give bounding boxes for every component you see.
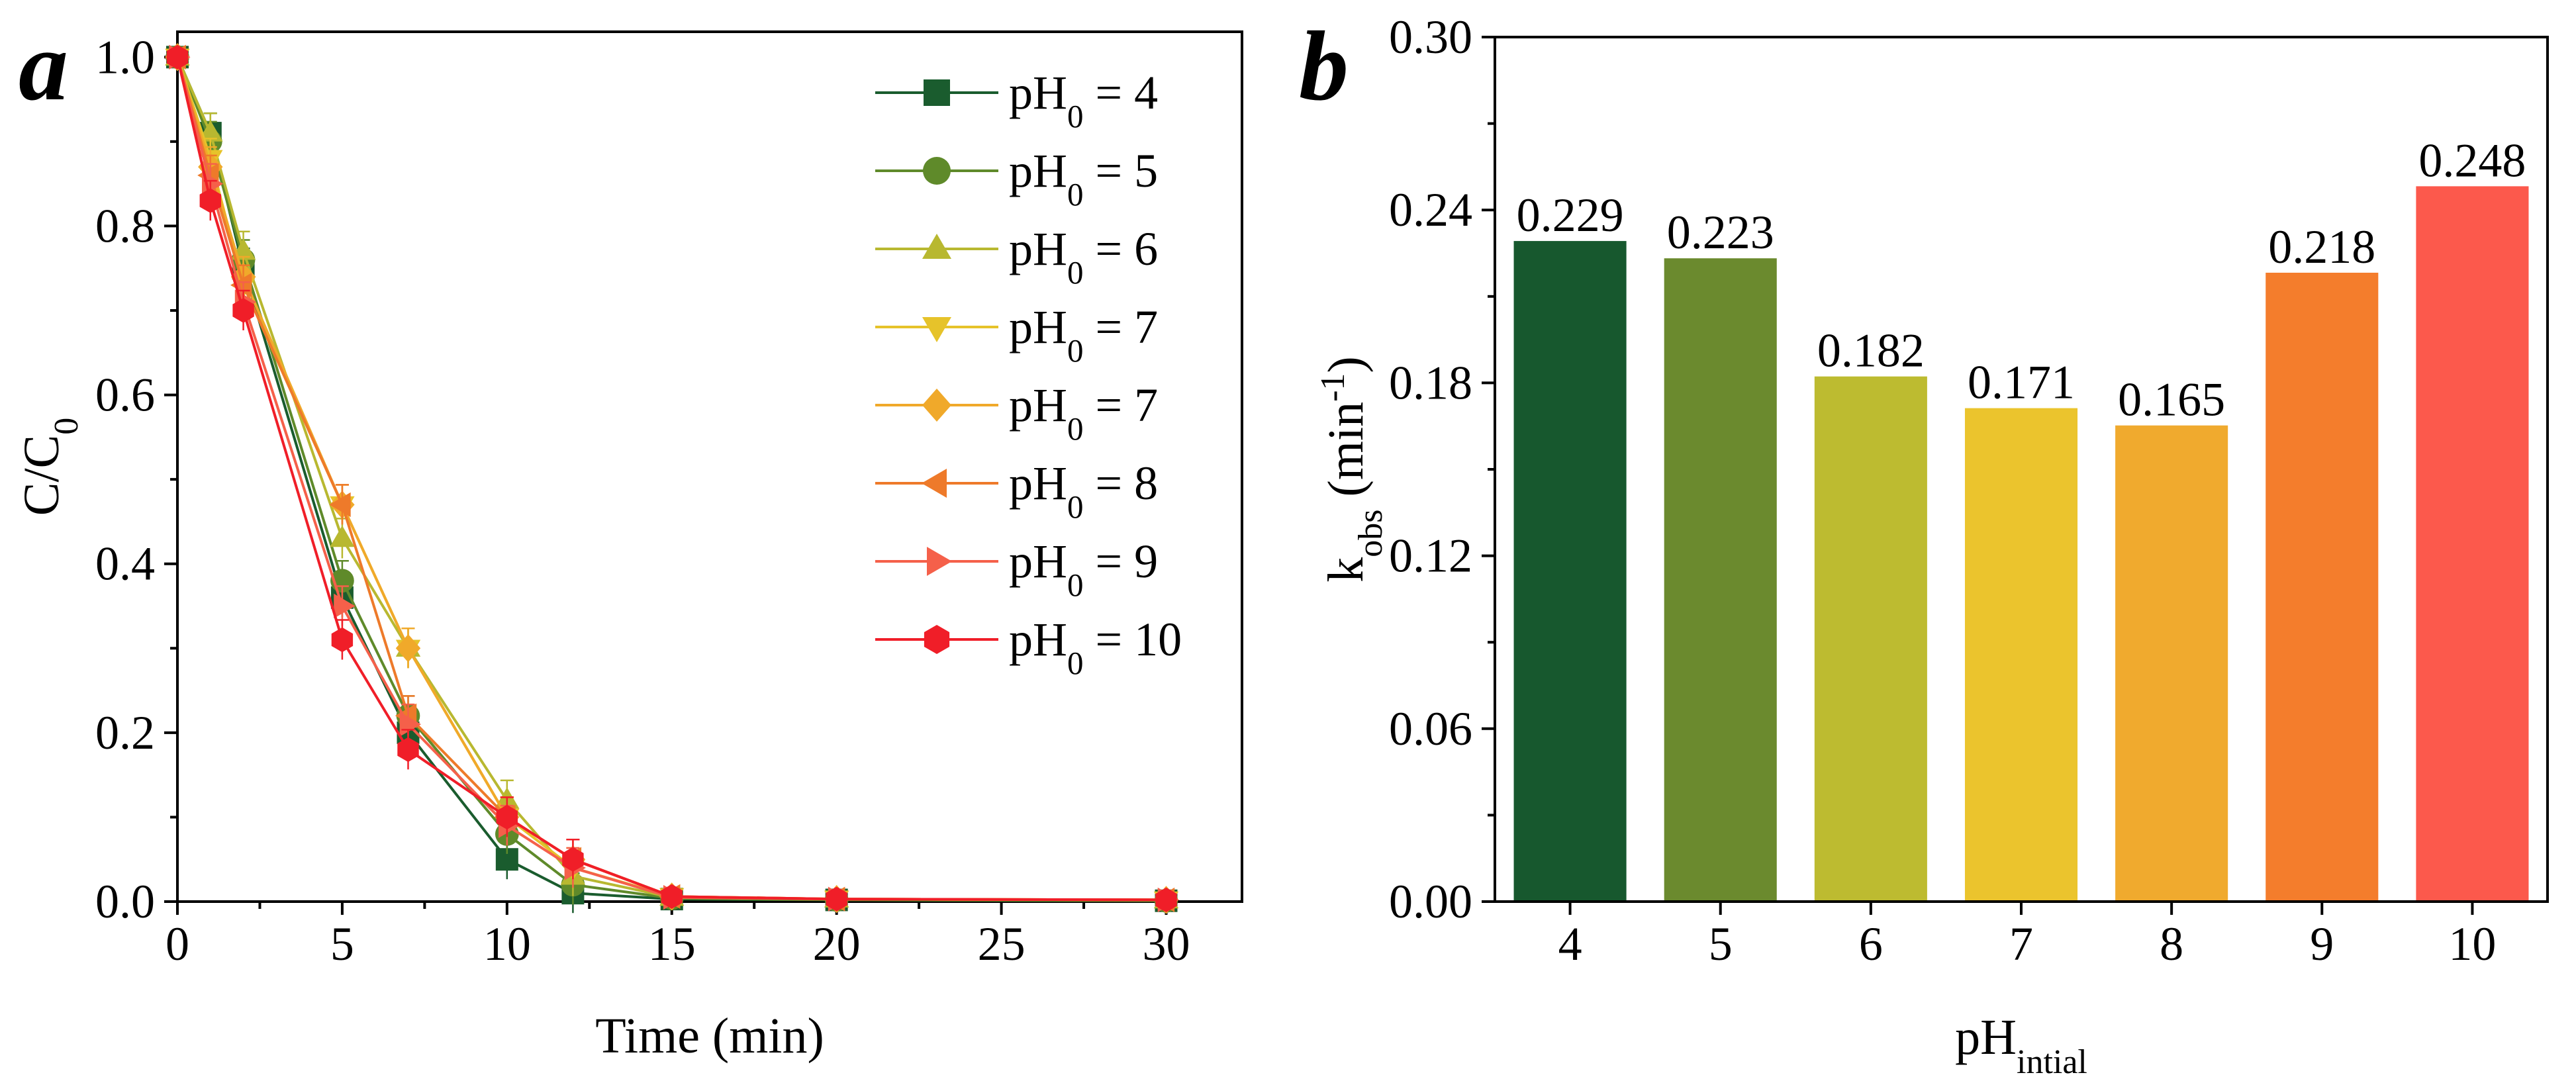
x-tick-label-b: 7	[2009, 917, 2033, 970]
series-8-point	[496, 804, 518, 830]
series-8-point	[232, 298, 254, 323]
legend-marker-4	[922, 317, 951, 342]
legend-label-1: pH0 = 4	[1009, 66, 1158, 134]
y-tick-label-a: 0.6	[95, 369, 155, 422]
x-axis-label-b: pHintial	[1955, 1009, 2087, 1079]
panel-b: 0.229 4 0.223 5 0.182 6 0.171 7 0.165 8 0.218 9 0.24…	[1299, 11, 2549, 1079]
series-7-point	[334, 593, 356, 619]
bar-9	[2266, 272, 2379, 902]
legend-marker-6	[922, 469, 947, 498]
series-8-point	[661, 884, 683, 909]
series-8-point	[397, 737, 419, 763]
bar-7	[1964, 408, 2078, 902]
legend-marker-3	[922, 234, 951, 259]
legend-marker-2	[923, 157, 951, 185]
series-8-point	[562, 847, 584, 872]
bar-value-label: 0.248	[2418, 134, 2526, 187]
x-tick-label-b: 8	[2160, 917, 2183, 970]
bar-value-label: 0.223	[1667, 206, 1774, 259]
x-tick-label-a: 0	[166, 917, 189, 970]
y-tick-label-a: 0.2	[95, 706, 155, 759]
legend-marker-8	[924, 625, 950, 654]
panel-a: 0 5 10 15 20 25 30 0.0 0.2 0.4 0.6 0.8 1.0 Time (min)…	[14, 11, 1243, 1064]
x-tick-label-b: 4	[1558, 917, 1582, 970]
x-tick-label-b: 6	[1859, 917, 1883, 970]
series-8-point	[199, 188, 221, 213]
y-tick-label-a: 0.0	[95, 875, 155, 928]
x-tick-label-b: 9	[2310, 917, 2334, 970]
bar-8	[2115, 425, 2228, 902]
series-8-point	[331, 627, 354, 653]
bar-4	[1513, 241, 1627, 902]
bar-5	[1664, 258, 1777, 902]
x-axis-label-a: Time (min)	[595, 1008, 824, 1064]
legend-label-4: pH0 = 7	[1009, 301, 1158, 369]
x-tick-label-b: 10	[2448, 917, 2496, 970]
series-3-point	[330, 525, 355, 547]
y-tick-label-b: 0.12	[1389, 530, 1472, 583]
legend-label-3: pH0 = 6	[1009, 222, 1158, 291]
x-tick-label-a: 30	[1142, 917, 1190, 970]
x-tick-label-a: 20	[813, 917, 861, 970]
legend-marker-7	[927, 547, 952, 576]
legend-label-7: pH0 = 9	[1009, 535, 1158, 603]
series-5-point	[395, 634, 421, 663]
bar-value-label: 0.229	[1517, 189, 1624, 242]
y-tick-label-b: 0.00	[1389, 875, 1472, 928]
panel-label-b: b	[1299, 11, 1349, 121]
series-8-point	[166, 44, 189, 70]
series-8-point	[1155, 887, 1177, 913]
legend-label-8: pH0 = 10	[1009, 613, 1182, 681]
x-tick-label-b: 5	[1709, 917, 1733, 970]
bar-10	[2416, 186, 2529, 903]
legend-marker-5	[922, 389, 951, 422]
plot-frame-a	[176, 30, 1243, 903]
legend-label-6: pH0 = 8	[1009, 457, 1158, 525]
y-tick-label-b: 0.24	[1389, 183, 1472, 236]
legend-label-5: pH0 = 7	[1009, 379, 1158, 447]
bar-value-label: 0.171	[1968, 356, 2075, 409]
series-line-8	[176, 56, 1167, 902]
x-tick-label-a: 15	[648, 917, 696, 970]
x-tick-label-a: 25	[978, 917, 1026, 970]
x-tick-label-a: 5	[330, 917, 354, 970]
y-tick-label-b: 0.30	[1389, 11, 1472, 64]
bar-6	[1814, 376, 1927, 902]
series-8-point	[826, 886, 847, 912]
y-tick-label-b: 0.18	[1389, 356, 1472, 409]
x-tick-label-a: 10	[483, 917, 531, 970]
y-axis-label-a: C/C0	[14, 418, 85, 516]
y-tick-label-b: 0.06	[1389, 702, 1472, 755]
y-axis-label-b: kobs (min-1)	[1314, 356, 1390, 582]
series-6-point	[329, 492, 351, 518]
y-tick-label-a: 0.4	[95, 538, 155, 590]
y-tick-label-a: 1.0	[95, 30, 155, 83]
bar-value-label: 0.218	[2268, 220, 2375, 273]
y-tick-label-a: 0.8	[95, 199, 155, 252]
panel-label-a: a	[19, 11, 68, 121]
legend-marker-1	[924, 79, 950, 106]
bar-value-label: 0.182	[1817, 324, 1925, 377]
bar-value-label: 0.165	[2118, 373, 2225, 426]
legend-label-2: pH0 = 5	[1009, 144, 1158, 212]
